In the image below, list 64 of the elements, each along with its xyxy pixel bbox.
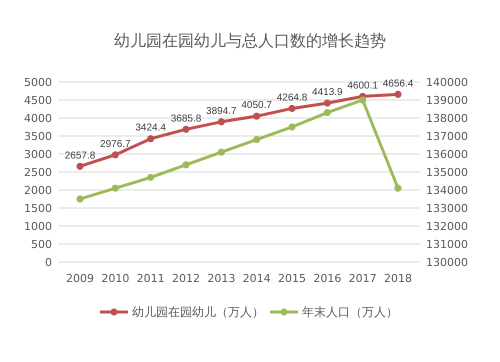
x-tick-label: 2013 xyxy=(207,272,236,285)
y-tick-label: 4500 xyxy=(24,94,52,107)
point xyxy=(288,104,296,112)
x-tick-label: 2009 xyxy=(66,272,94,285)
x-tick-label: 2015 xyxy=(278,272,306,285)
y2-tick-label: 136000 xyxy=(426,148,468,161)
y-tick-label: 3500 xyxy=(24,130,52,143)
point xyxy=(218,118,225,126)
point xyxy=(253,112,260,120)
data-label: 3424.4 xyxy=(135,122,166,134)
point xyxy=(253,136,260,144)
point xyxy=(112,184,119,192)
point xyxy=(147,135,154,142)
point xyxy=(394,90,402,98)
y2-tick-label: 138000 xyxy=(426,112,468,125)
y2-tick-label: 130000 xyxy=(426,256,468,269)
point xyxy=(182,161,190,168)
data-label: 4050.7 xyxy=(241,100,272,112)
y-tick-label: 5000 xyxy=(24,76,52,89)
point xyxy=(324,109,331,116)
data-label: 4264.8 xyxy=(276,92,308,104)
data-label: 3685.8 xyxy=(170,113,202,124)
point xyxy=(76,195,84,203)
x-tick-label: 2017 xyxy=(348,272,377,285)
chart-title: 幼儿园在园幼儿与总人口数的增长趋势 xyxy=(114,31,386,50)
y-tick-label: 1500 xyxy=(24,202,52,215)
y2-tick-label: 132000 xyxy=(426,220,468,233)
y2-tick-label: 131000 xyxy=(426,238,468,251)
x-tick-label: 2018 xyxy=(384,272,412,285)
y-tick-label: 0 xyxy=(45,256,52,269)
x-tick-label: 2016 xyxy=(313,272,342,285)
x-tick-label: 2010 xyxy=(101,272,130,285)
point xyxy=(218,148,225,156)
legend-label: 幼儿园在园幼儿（万人） xyxy=(132,305,264,319)
data-label: 4600.1 xyxy=(347,80,378,92)
point xyxy=(147,174,154,181)
y-tick-label: 500 xyxy=(31,238,52,251)
point xyxy=(112,151,119,158)
legend-label: 年末人口（万人） xyxy=(302,305,398,319)
y-tick-label: 4000 xyxy=(24,112,52,125)
data-label: 2657.8 xyxy=(64,150,96,162)
data-label: 4413.9 xyxy=(312,87,344,98)
point xyxy=(76,162,84,170)
data-label: 4656.4 xyxy=(382,78,414,90)
data-label: 3894.7 xyxy=(206,106,238,117)
point xyxy=(394,184,402,192)
y2-tick-label: 134000 xyxy=(426,184,468,197)
data-label: 2976.7 xyxy=(100,138,132,150)
point xyxy=(324,100,331,107)
y2-tick-label: 139000 xyxy=(426,94,468,107)
x-tick-label: 2011 xyxy=(136,272,165,285)
x-tick-label: 2012 xyxy=(172,272,200,285)
y2-tick-label: 133000 xyxy=(426,202,468,215)
y2-tick-label: 135000 xyxy=(426,166,468,179)
point xyxy=(182,126,190,133)
y-tick-label: 2500 xyxy=(24,166,52,179)
y-tick-label: 1000 xyxy=(24,220,52,233)
point xyxy=(288,123,296,131)
y2-tick-label: 140000 xyxy=(426,76,468,89)
y-tick-label: 3000 xyxy=(24,148,52,161)
y-tick-label: 2000 xyxy=(24,184,52,197)
y2-tick-label: 137000 xyxy=(426,130,468,143)
x-tick-label: 2014 xyxy=(242,272,271,285)
point xyxy=(359,96,366,104)
